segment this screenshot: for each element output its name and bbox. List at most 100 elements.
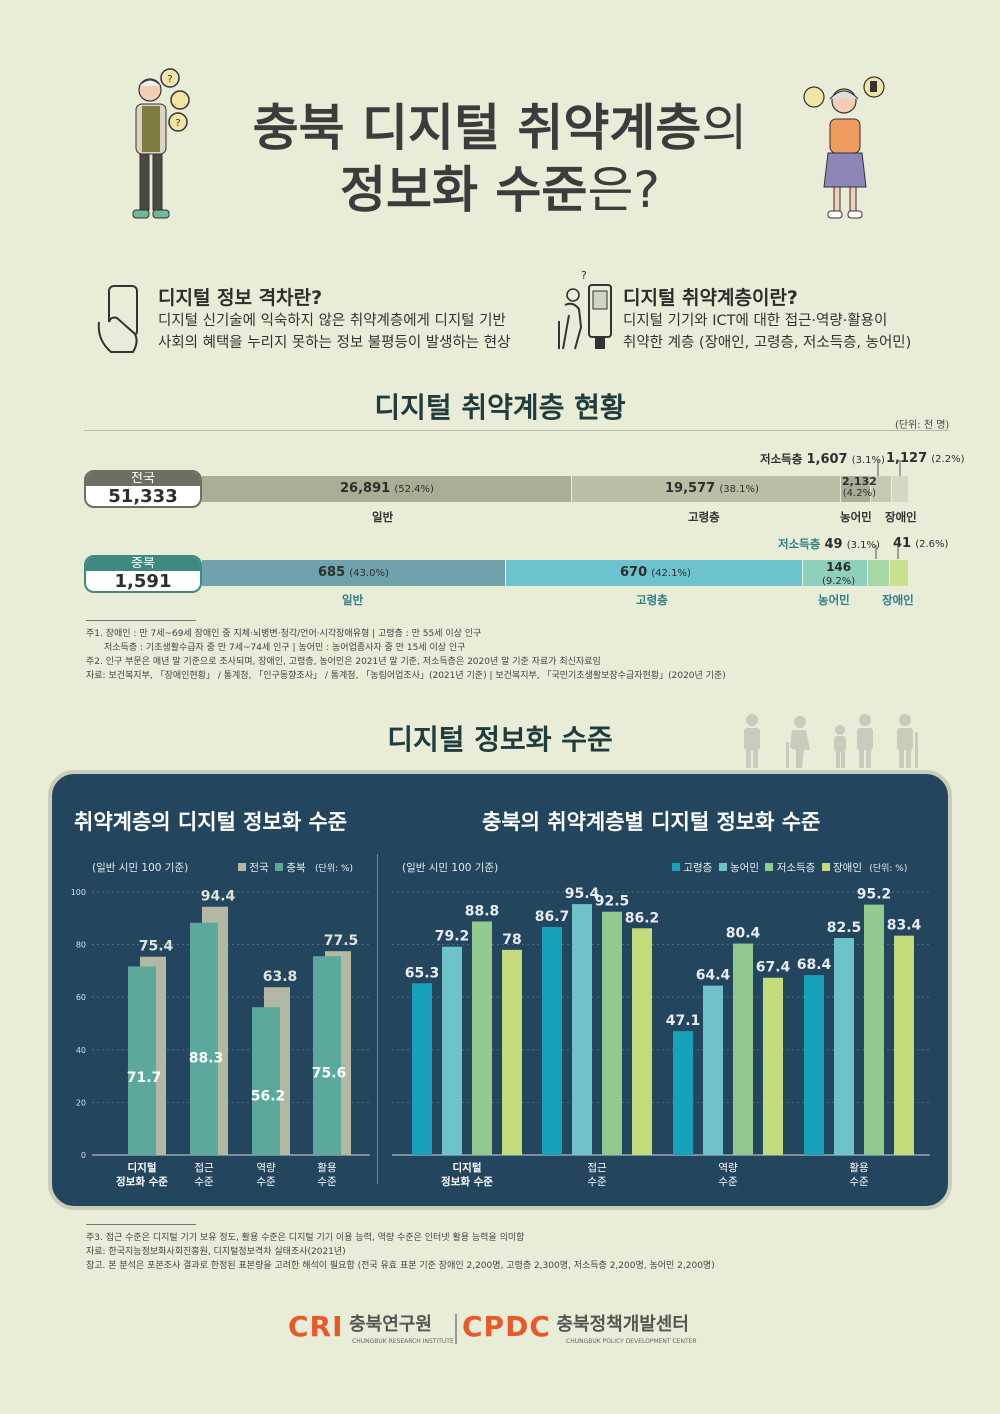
national-lowincome-name: 저소득층 <box>760 452 803 466</box>
definition-vulnerable-line1: 디지털 기기와 ICT에 대한 접근·역량·활용이 <box>623 313 888 329</box>
legend-elderly-swatch <box>672 863 680 871</box>
chart2-bar-3 <box>502 949 522 1155</box>
national-farmer-pct: (4.2%) <box>842 488 876 499</box>
phone-hand-icon <box>97 285 138 353</box>
chungbuk-farmer-number: 146 <box>826 560 852 574</box>
national-leader-lines <box>877 460 901 476</box>
chart2-bar-1 <box>442 946 462 1155</box>
national-segment-3 <box>870 476 892 502</box>
chart2-bar-1 <box>834 938 854 1155</box>
chungbuk-disabled-name: 장애인 <box>882 593 914 607</box>
digital-level-panel: 취약계층의 디지털 정보화 수준 충북의 취약계층별 디지털 정보화 수준 (일… <box>48 770 952 1210</box>
chart2-bar-3 <box>894 935 914 1155</box>
national-lowincome-value: 저소득층 1,607 (3.1%) <box>760 451 885 467</box>
title-line2-rest: 은? <box>587 161 660 219</box>
chart2-category-label-2: 수준 <box>718 1176 738 1188</box>
chart2-category-label-2: 정보화 수준 <box>441 1175 493 1188</box>
chungbuk-farmer-name: 농어민 <box>818 593 850 607</box>
chart2-value-label: 83.4 <box>887 918 922 934</box>
legend-chungbuk-swatch <box>275 863 284 871</box>
status-note-2: 저소득층 : 기초생활수급자 중 만 7세~74세 인구 | 농어민 : 농어업… <box>104 643 466 653</box>
chart2-bar-2 <box>602 911 622 1155</box>
chart2-category-label: 접근 <box>587 1162 607 1174</box>
chart2-value-label: 65.3 <box>405 965 440 981</box>
chungbuk-segment-0 <box>202 560 505 586</box>
chungbuk-general-name: 일반 <box>342 593 364 607</box>
chart1-bar-chungbuk <box>190 922 218 1155</box>
chart1-ytick-label: 60 <box>76 993 86 1002</box>
chart1-category-label-2: 수준 <box>256 1176 276 1188</box>
chart2-value-label: 68.4 <box>797 957 832 973</box>
chart2-value-label: 78 <box>502 932 521 948</box>
chungbuk-general-value: 685 (43.0%) <box>318 565 389 580</box>
chart2-value-label: 92.5 <box>595 894 630 910</box>
chart1-bar-chungbuk <box>128 966 156 1155</box>
status-note-1: 주1. 장애인 : 만 7세~69세 장애인 중 지체·뇌병변·청각/언어·시각… <box>86 629 482 639</box>
chungbuk-disabled-pct: (2.6%) <box>915 539 949 550</box>
status-divider <box>84 430 949 431</box>
chart2-bar-0 <box>542 926 562 1155</box>
legend-farmer-label: 농어민 <box>730 862 759 874</box>
legend-farmer-swatch <box>718 863 727 871</box>
chart2-value-label: 86.2 <box>625 910 660 926</box>
level-section-title: 디지털 정보화 수준 <box>387 723 613 756</box>
legend-national-label: 전국 <box>249 862 269 874</box>
chart2-category-label: 역량 <box>718 1162 738 1174</box>
chart1-value-chungbuk: 88.3 <box>189 1050 224 1066</box>
chart1-subtitle: (일반 시민 100 기준) <box>92 862 189 874</box>
legend-national-swatch <box>238 863 246 871</box>
chart2-value-label: 95.2 <box>857 887 892 903</box>
chart1-value-national: 75.4 <box>139 939 174 955</box>
notes-divider <box>86 620 196 621</box>
status-note-4: 자료: 보건복지부, 「장애인현황」 / 통계청, 「인구동향조사」 / 통계청… <box>86 671 726 681</box>
national-elderly-name: 고령층 <box>688 510 720 524</box>
national-total-box: 전국 51,333 <box>84 470 202 508</box>
chungbuk-total-box: 충북 1,591 <box>84 555 202 593</box>
national-elderly-pct: (38.1%) <box>719 484 759 495</box>
national-farmer-number: 2,132 <box>842 475 877 488</box>
chart1-ytick-label: 20 <box>76 1098 86 1107</box>
chart2-value-label: 79.2 <box>435 929 470 945</box>
chart2-bar-1 <box>703 985 723 1155</box>
legend-chungbuk-label: 충북 <box>286 862 306 874</box>
chungbuk-segment-3 <box>867 560 889 586</box>
chungbuk-stacked-bar <box>202 560 908 586</box>
chart1-value-national: 94.4 <box>201 889 236 905</box>
title-line1-bold: 충북 디지털 취약계층 <box>252 99 702 157</box>
chart2-bar-0 <box>804 975 824 1155</box>
cpdc-logo: CPDC 충북정책개발센터 CHUNGBUK POLICY DEVELOPMEN… <box>462 1310 697 1345</box>
national-disabled-number: 1,127 <box>886 451 928 466</box>
chart1-category-label-2: 수준 <box>317 1176 337 1188</box>
chart2-unit: (단위: %) <box>869 864 908 874</box>
national-general-value: 26,891 (52.4%) <box>340 481 434 496</box>
svg-text:?: ? <box>167 74 172 85</box>
national-disabled-pct: (2.2%) <box>931 454 965 465</box>
footer-logo-divider <box>455 1314 457 1344</box>
chart1-value-national: 77.5 <box>324 933 359 949</box>
national-farmer-name: 농어민 <box>840 510 872 524</box>
level-note-3: 참고. 본 분석은 포본조사 결과로 한정된 표본량을 고려한 해석이 필요함 … <box>86 1261 715 1271</box>
chart2-value-label: 86.7 <box>535 909 570 925</box>
cpdc-logo-mark: CPDC <box>462 1310 551 1343</box>
chart2-subtitle: (일반 시민 100 기준) <box>402 862 499 874</box>
chungbuk-segment-1 <box>505 560 802 586</box>
national-lowincome-number: 1,607 <box>806 452 848 467</box>
national-segment-0 <box>202 476 571 502</box>
legend-disabled-label: 장애인 <box>833 862 862 874</box>
chart2-value-label: 95.4 <box>565 886 600 902</box>
chart1-ytick-label: 40 <box>76 1046 86 1055</box>
cpdc-logo-name: 충북정책개발센터 <box>556 1314 689 1335</box>
chungbuk-segment-4 <box>889 560 908 586</box>
chart2-bar-2 <box>733 943 753 1155</box>
cri-logo-name: 충북연구원 <box>349 1314 432 1335</box>
chart2-value-label: 64.4 <box>696 968 731 984</box>
legend-lowincome-label: 저소득층 <box>776 862 816 874</box>
chart1-category-label: 접근 <box>194 1162 214 1174</box>
panel-divider <box>377 854 378 1184</box>
national-disabled-name: 장애인 <box>885 510 917 524</box>
chart2-bar-2 <box>472 921 492 1155</box>
chart1-value-national: 63.8 <box>263 969 298 985</box>
chungbuk-leader-lines <box>875 545 899 559</box>
cri-logo-mark: CRI <box>288 1310 344 1343</box>
